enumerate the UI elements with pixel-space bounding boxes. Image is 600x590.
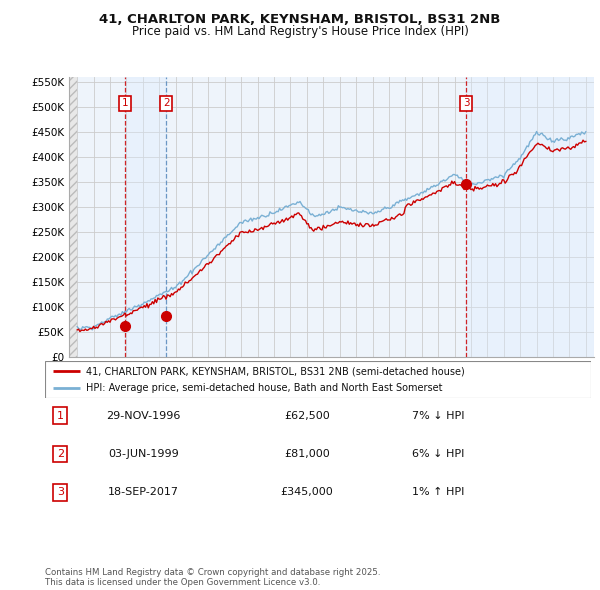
- Text: 1: 1: [57, 411, 64, 421]
- Text: 29-NOV-1996: 29-NOV-1996: [106, 411, 181, 421]
- Text: 41, CHARLTON PARK, KEYNSHAM, BRISTOL, BS31 2NB: 41, CHARLTON PARK, KEYNSHAM, BRISTOL, BS…: [100, 13, 500, 26]
- Bar: [466, 77, 594, 357]
- Text: 41, CHARLTON PARK, KEYNSHAM, BRISTOL, BS31 2NB (semi-detached house): 41, CHARLTON PARK, KEYNSHAM, BRISTOL, BS…: [86, 366, 465, 376]
- Text: Price paid vs. HM Land Registry's House Price Index (HPI): Price paid vs. HM Land Registry's House …: [131, 25, 469, 38]
- Text: 6% ↓ HPI: 6% ↓ HPI: [412, 449, 464, 459]
- Text: 1: 1: [122, 99, 128, 109]
- Text: 3: 3: [463, 99, 470, 109]
- Text: 3: 3: [57, 487, 64, 497]
- Text: 1% ↑ HPI: 1% ↑ HPI: [412, 487, 464, 497]
- Text: 7% ↓ HPI: 7% ↓ HPI: [412, 411, 464, 421]
- Text: Contains HM Land Registry data © Crown copyright and database right 2025.
This d: Contains HM Land Registry data © Crown c…: [45, 568, 380, 587]
- Text: 2: 2: [163, 99, 169, 109]
- Text: 2: 2: [57, 449, 64, 459]
- Text: £62,500: £62,500: [284, 411, 330, 421]
- Bar: [125, 77, 166, 357]
- Bar: [69, 77, 77, 357]
- Text: £345,000: £345,000: [281, 487, 334, 497]
- Text: 03-JUN-1999: 03-JUN-1999: [108, 449, 179, 459]
- Text: HPI: Average price, semi-detached house, Bath and North East Somerset: HPI: Average price, semi-detached house,…: [86, 383, 442, 393]
- Text: £81,000: £81,000: [284, 449, 330, 459]
- Text: 18-SEP-2017: 18-SEP-2017: [108, 487, 179, 497]
